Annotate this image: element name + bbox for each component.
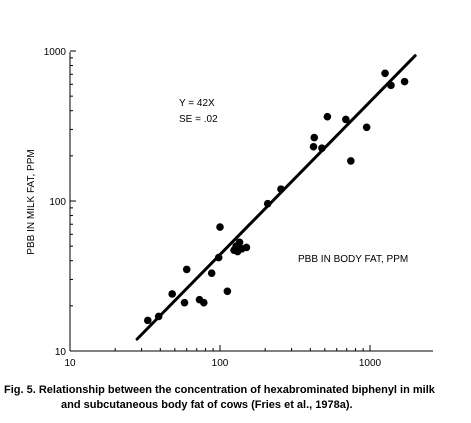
ticks — [69, 50, 371, 352]
data-point — [223, 287, 232, 296]
y-tick-label: 100 — [49, 197, 66, 208]
x-tick-label: 10 — [64, 358, 76, 369]
x-tick-label: 1000 — [359, 358, 382, 369]
figure-caption: Fig. 5. Relationship between the concent… — [4, 383, 467, 413]
data-point — [180, 298, 189, 307]
y-axis-title: PBB IN MILK FAT, PPM — [26, 149, 37, 254]
caption-line-1: Fig. 5. Relationship between the concent… — [4, 384, 435, 396]
data-point — [214, 253, 223, 262]
regression-line — [135, 54, 417, 341]
annotation-equation: Y = 42X — [179, 98, 215, 109]
x-axis-title: PBB IN BODY FAT, PPM — [298, 254, 408, 265]
data-point — [263, 199, 272, 208]
y-tick-label: 10 — [55, 347, 67, 358]
data-point — [342, 115, 350, 124]
data-point — [182, 265, 191, 274]
data-point — [309, 142, 318, 151]
data-point — [154, 312, 163, 321]
data-point — [347, 157, 355, 165]
regression-line-group — [135, 54, 417, 341]
axes — [69, 52, 433, 352]
data-point — [216, 223, 224, 231]
data-point — [143, 316, 152, 325]
data-point — [381, 69, 389, 78]
data-point — [387, 81, 395, 90]
data-point — [242, 243, 251, 252]
x-tick-label: 100 — [212, 358, 229, 369]
data-point — [277, 185, 285, 193]
data-point — [323, 112, 332, 121]
data-point — [200, 298, 208, 307]
caption-line-2: and subcutaneous body fat of cows (Fries… — [61, 399, 353, 411]
data-point — [362, 123, 371, 132]
data-point — [310, 133, 319, 142]
tick-labels: 10 100 1000 10 100 1000 — [44, 47, 382, 369]
data-point — [318, 144, 326, 152]
data-point — [168, 290, 176, 298]
data-point — [400, 77, 409, 86]
y-tick-label: 1000 — [44, 47, 67, 58]
data-points — [143, 69, 409, 325]
data-point — [235, 238, 244, 247]
data-point — [207, 269, 216, 278]
annotation-se: SE = .02 — [179, 114, 218, 125]
